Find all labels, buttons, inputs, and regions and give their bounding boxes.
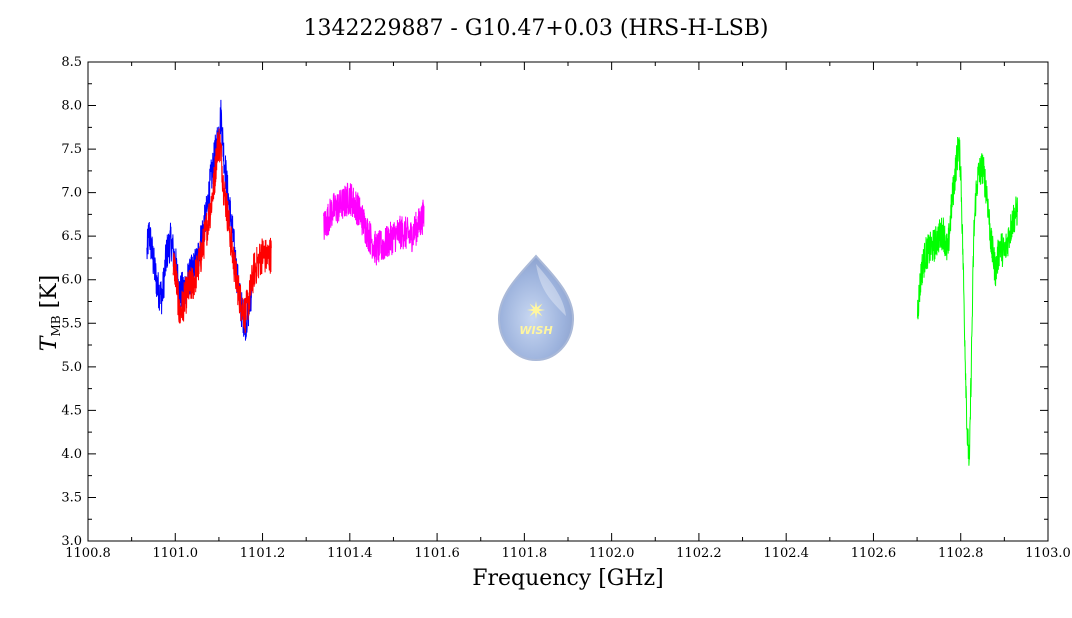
y-tick-label: 4.0: [61, 447, 82, 462]
y-axis-subscript: MB: [49, 315, 63, 337]
y-tick-label: 5.0: [61, 360, 82, 375]
wish-logo: WISH: [497, 254, 575, 362]
x-tick-label: 1100.8: [65, 546, 111, 561]
y-tick-label: 5.5: [61, 316, 82, 331]
series-layer: [146, 99, 1018, 466]
series-line-2: [172, 128, 272, 334]
x-tick-label: 1101.2: [240, 546, 286, 561]
x-tick-label: 1101.4: [327, 546, 373, 561]
star-icon: [527, 301, 545, 319]
x-tick-label: 1102.4: [763, 546, 809, 561]
y-tick-label: 3.0: [61, 534, 82, 549]
tick-labels-layer: 1100.8 1101.0 1101.2 1101.4 1101.6 1101.8 1102…: [61, 55, 1070, 561]
x-axis-label: Frequency [GHz]: [472, 566, 664, 591]
y-axis-label: TMB [K]: [37, 233, 63, 393]
y-axis-unit: [K]: [37, 274, 62, 309]
chart-title: 1342229887 - G10.47+0.03 (HRS-H-LSB): [303, 16, 769, 41]
y-tick-label: 8.5: [61, 55, 82, 70]
y-tick-label: 3.5: [61, 490, 82, 505]
x-tick-label: 1101.6: [414, 546, 460, 561]
x-tick-label: 1102.2: [676, 546, 722, 561]
y-tick-label: 6.0: [61, 273, 82, 288]
y-axis-variable: T: [37, 336, 62, 352]
x-tick-label: 1102.6: [851, 546, 897, 561]
series-line-4: [916, 136, 1018, 466]
y-tick-label: 6.5: [61, 229, 82, 244]
series-line-1: [146, 99, 253, 341]
logo-text: WISH: [519, 324, 552, 337]
x-tick-label: 1101.8: [502, 546, 548, 561]
droplet-highlight: [536, 264, 566, 316]
y-tick-label: 8.0: [61, 99, 82, 114]
y-tick-label: 7.0: [61, 186, 82, 201]
y-tick-label: 4.5: [61, 403, 82, 418]
ticks-layer: [87, 61, 1049, 542]
series-line-3: [323, 182, 425, 266]
x-tick-label: 1102.8: [938, 546, 984, 561]
axis-ticks: [87, 61, 1049, 542]
x-tick-label: 1102.0: [589, 546, 635, 561]
x-tick-label: 1103.0: [1025, 546, 1071, 561]
y-tick-label: 7.5: [61, 142, 82, 157]
x-tick-label: 1101.0: [153, 546, 199, 561]
